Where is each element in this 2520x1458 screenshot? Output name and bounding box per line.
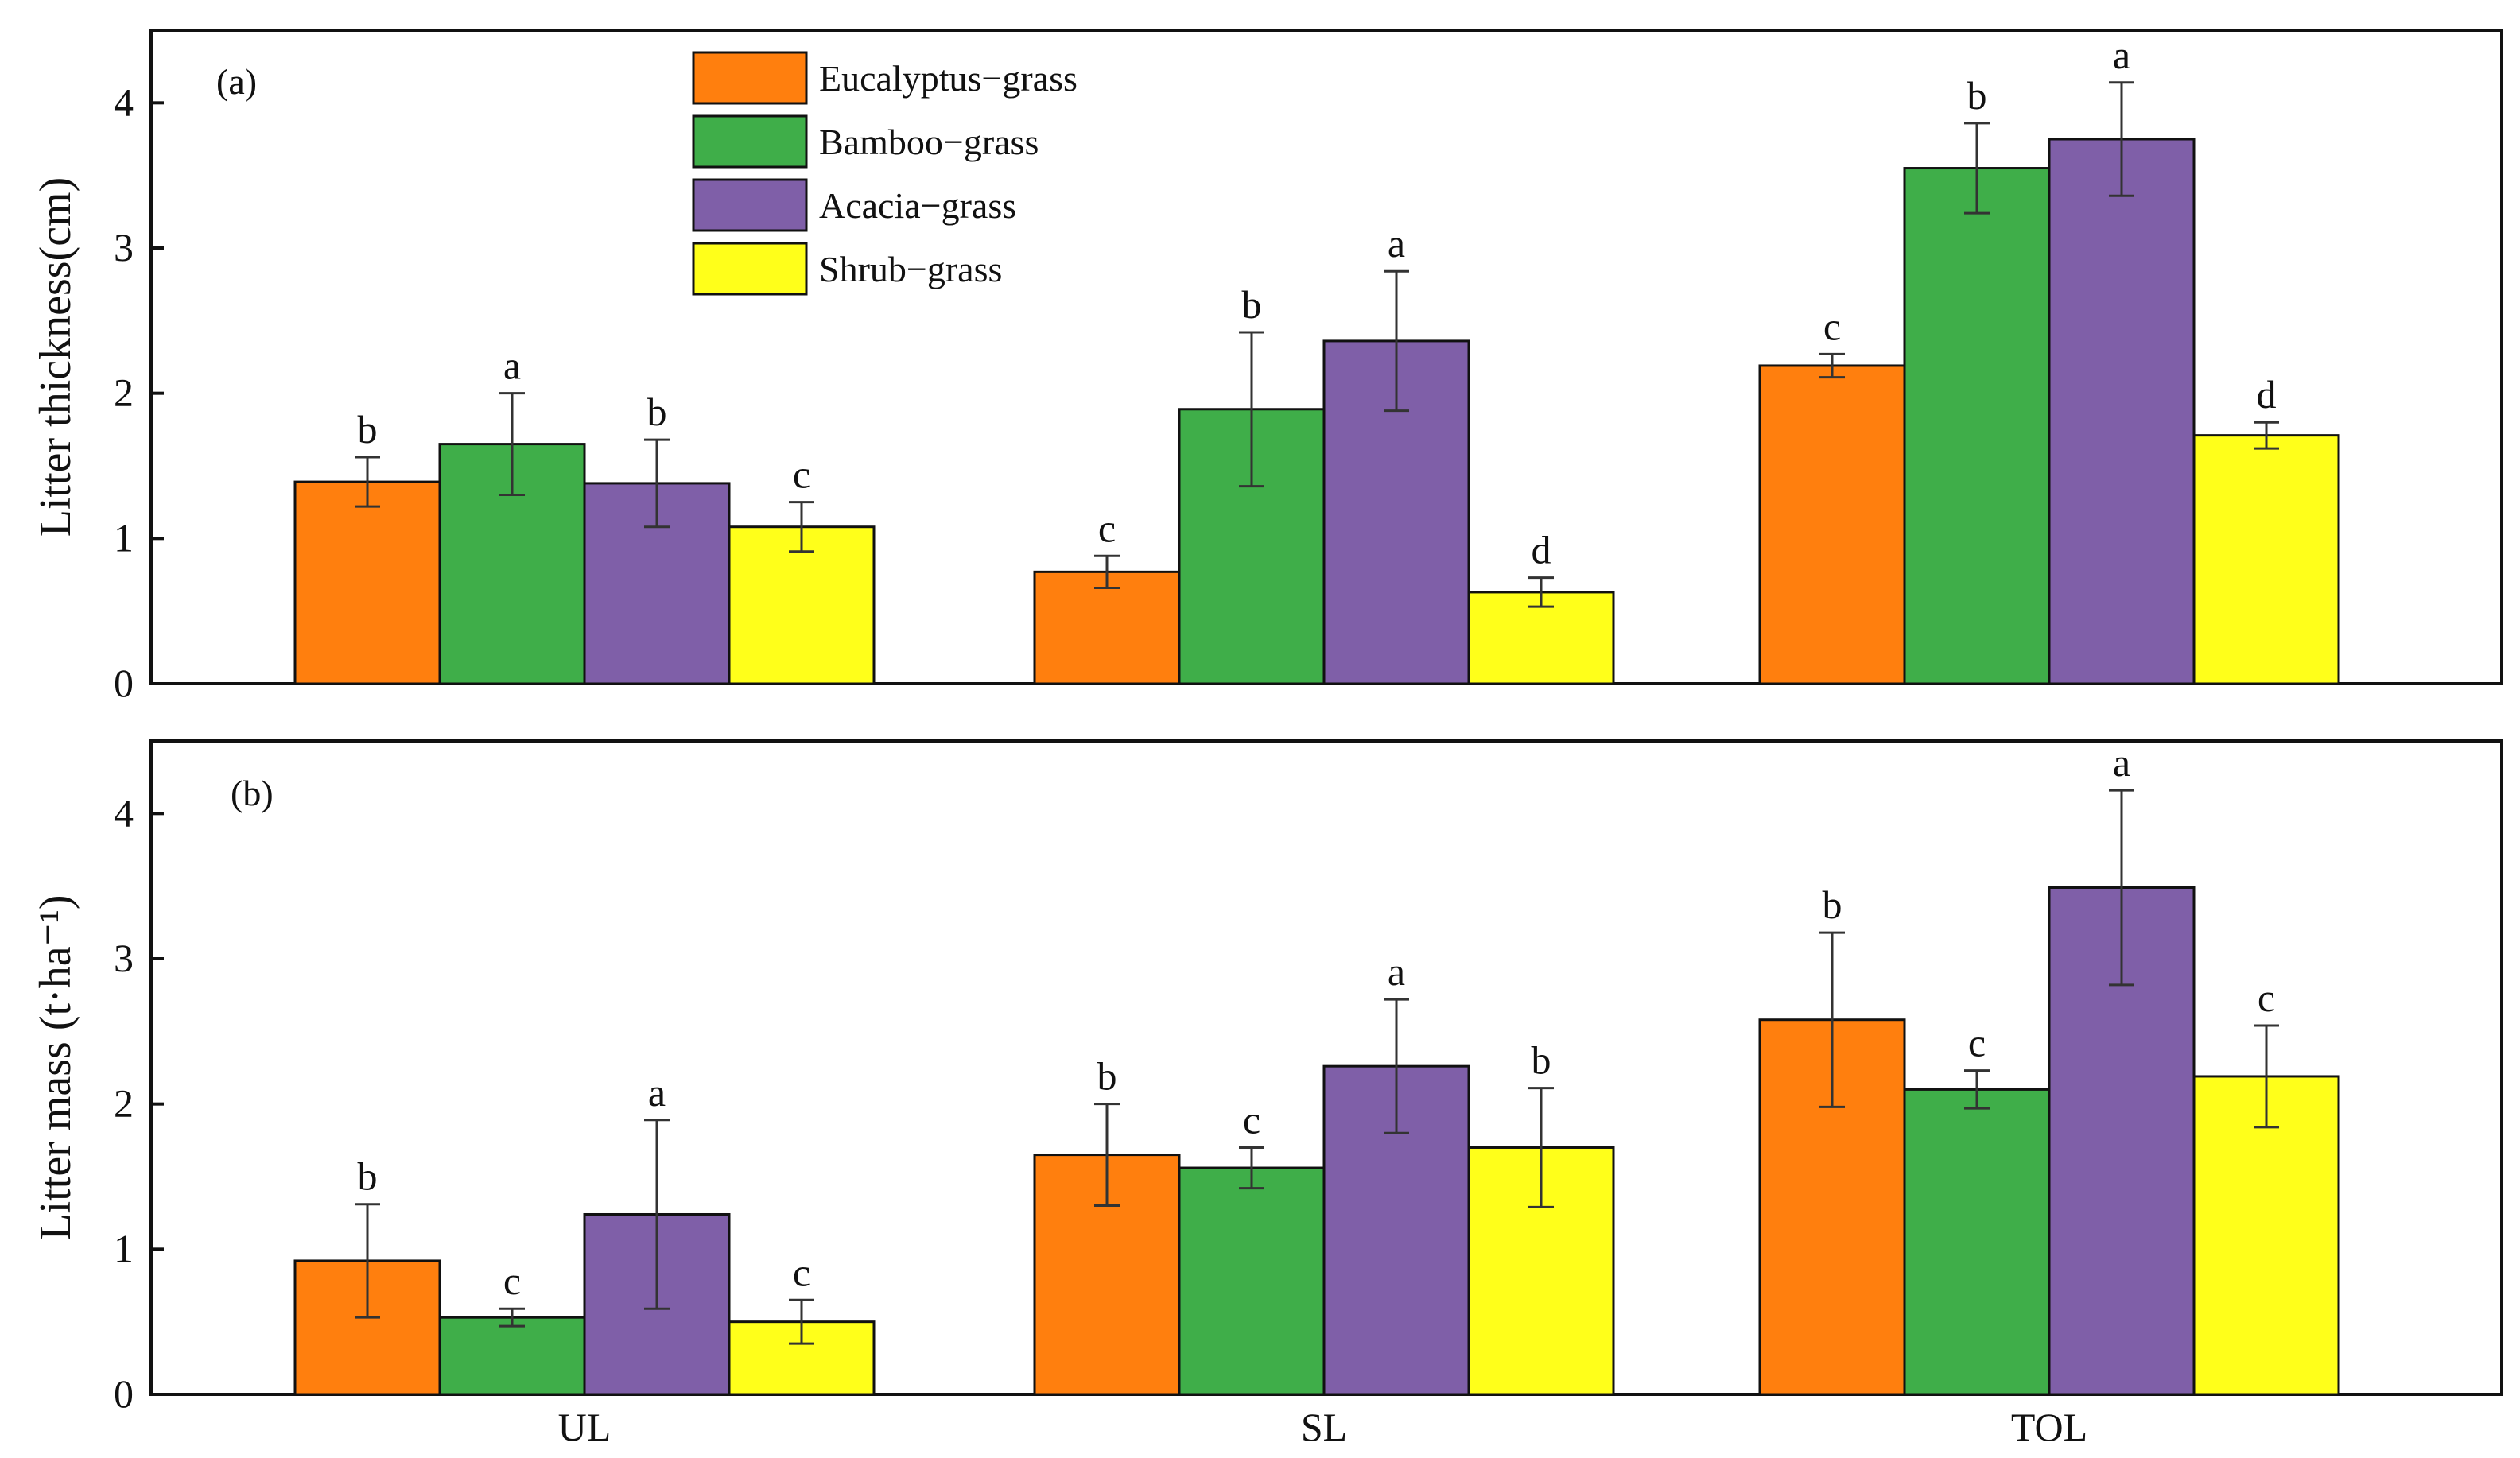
panel-b-errorbar-shrub-grass-ul (789, 1298, 814, 1345)
panel-a-bar-bamboo-grass-tol (1903, 167, 2051, 685)
panel-a-errorbar-bamboo-grass-ul (499, 392, 525, 497)
panel-b-ytick-label-2: 2 (114, 1081, 134, 1126)
panel-a-sig-letter-bamboo-grass-tol: b (1967, 73, 1987, 118)
panel-b-sig-letter-bamboo-grass-tol: c (1968, 1021, 1986, 1065)
panel-b-xtick-label-ul: UL (558, 1405, 612, 1449)
panel-a-bars: b c c a b b b a a c d d (293, 33, 2340, 685)
panel-b-label: (b) (231, 773, 274, 813)
panel-a-errorbar-shrub-grass-ul (789, 501, 814, 553)
panel-a-ytick-label-3: 3 (114, 225, 134, 269)
panel-a-sig-letter-shrub-grass-sl: d (1532, 528, 1551, 572)
panel-a-errorbar-acacia-grass-tol (2109, 81, 2134, 197)
panel-a-ytick-label-0: 0 (114, 661, 134, 705)
panel-b-errorbar-acacia-grass-tol (2109, 789, 2134, 987)
panel-b-bar-bamboo-grass-ul (438, 1316, 586, 1396)
panel-a-errorbar-acacia-grass-sl (1384, 269, 1409, 413)
panel-a-ytick-label-1: 1 (114, 515, 134, 560)
panel-b-ytick-label-3: 3 (114, 936, 134, 980)
panel-b-y-axis: 0 1 2 3 4 (114, 790, 164, 1416)
panel-a-bar-eucalyptus-grass-tol (1758, 364, 1906, 685)
panel-b-ytick-label-1: 1 (114, 1226, 134, 1270)
panel-a-bar-shrub-grass-ul (728, 525, 876, 685)
panel-a-sig-letter-eucalyptus-grass-tol: c (1823, 304, 1841, 348)
panel-a-sig-letter-shrub-grass-tol: d (2257, 372, 2277, 417)
panel-a-errorbar-eucalyptus-grass-tol (1819, 352, 1845, 379)
panel-b-bars: b b b c c c a a a c b c (293, 740, 2340, 1396)
panel-b-errorbar-acacia-grass-ul (644, 1119, 670, 1310)
panel-b-sig-letter-shrub-grass-ul: c (793, 1250, 810, 1294)
panel-a-sig-letter-eucalyptus-grass-ul: b (358, 407, 378, 452)
panel-b-sig-letter-eucalyptus-grass-tol: b (1823, 882, 1842, 927)
panel-b-errorbar-eucalyptus-grass-ul (355, 1203, 380, 1319)
legend-label-shrub: Shrub−grass (819, 249, 1002, 289)
panel-b-sig-letter-shrub-grass-tol: c (2258, 975, 2275, 1020)
panel-b-ytick-label-4: 4 (114, 790, 134, 835)
panel-a-bar-shrub-grass-tol (2192, 434, 2340, 685)
panel-a-bar-eucalyptus-grass-sl (1033, 570, 1181, 685)
panel-b-sig-letter-eucalyptus-grass-ul: b (358, 1154, 378, 1199)
panel-a-sig-letter-eucalyptus-grass-sl: c (1098, 506, 1116, 550)
panel-b-ylabel: Litter mass (t·ha⁻¹) (31, 894, 80, 1240)
panel-b-sig-letter-bamboo-grass-ul: c (503, 1258, 521, 1303)
panel-a-errorbar-eucalyptus-grass-sl (1094, 554, 1120, 589)
panel-b-errorbar-bamboo-grass-ul (499, 1307, 525, 1328)
panel-a-sig-letter-acacia-grass-tol: a (2113, 33, 2130, 77)
legend-label-acacia: Acacia−grass (819, 185, 1016, 226)
panel-a-errorbar-eucalyptus-grass-ul (355, 456, 380, 508)
panel-a-sig-letter-bamboo-grass-ul: a (503, 343, 521, 388)
panel-b-errorbar-bamboo-grass-sl (1239, 1146, 1264, 1190)
panel-b-sig-letter-shrub-grass-sl: b (1532, 1038, 1551, 1083)
panel-a-errorbar-bamboo-grass-tol (1964, 122, 1990, 215)
panel-b-xtick-label-tol: TOL (2011, 1405, 2087, 1449)
panel-a: (a) Litter thickness(cm) 0 1 2 3 4 b c c a b b b a a… (31, 29, 2503, 705)
panel-b-errorbar-shrub-grass-tol (2254, 1024, 2279, 1129)
panel-b-errorbar-eucalyptus-grass-sl (1094, 1103, 1120, 1208)
panel-a-errorbar-acacia-grass-ul (644, 438, 670, 529)
panel-a-errorbar-shrub-grass-sl (1528, 576, 1554, 608)
panel-b-ytick-label-0: 0 (114, 1371, 134, 1416)
panel-a-label: (a) (216, 61, 257, 102)
panel-b-bar-bamboo-grass-sl (1178, 1166, 1326, 1396)
panel-b-bar-shrub-grass-tol (2192, 1075, 2340, 1396)
panel-b-bar-bamboo-grass-tol (1903, 1088, 2051, 1396)
panel-a-ytick-label-4: 4 (114, 79, 134, 124)
panel-b-xtick-label-sl: SL (1301, 1405, 1347, 1449)
legend-swatch-shrub (692, 242, 808, 296)
panel-a-ytick-label-2: 2 (114, 370, 134, 415)
panel-b-sig-letter-acacia-grass-tol: a (2113, 740, 2130, 785)
panel-b-errorbar-shrub-grass-sl (1528, 1087, 1554, 1208)
panel-b-x-axis: UL SL TOL (558, 1405, 2087, 1449)
panel-b-sig-letter-acacia-grass-sl: a (1388, 949, 1405, 994)
panel-b: (b) Litter mass (t·ha⁻¹) 0 1 2 3 4 b b b c c c a a a… (31, 739, 2503, 1449)
panel-b-errorbar-bamboo-grass-tol (1964, 1069, 1990, 1110)
panel-b-errorbar-eucalyptus-grass-tol (1819, 931, 1845, 1108)
panel-b-sig-letter-acacia-grass-ul: a (648, 1070, 666, 1115)
panel-a-errorbar-shrub-grass-tol (2254, 421, 2279, 450)
panel-a-bar-eucalyptus-grass-ul (293, 480, 441, 685)
panel-a-sig-letter-acacia-grass-ul: b (647, 390, 667, 434)
panel-b-sig-letter-eucalyptus-grass-sl: b (1097, 1054, 1117, 1099)
legend: Eucalyptus−grass Bamboo−grass Acacia−gra… (692, 51, 1078, 296)
panel-b-errorbar-acacia-grass-sl (1384, 998, 1409, 1134)
panel-a-y-axis: 0 1 2 3 4 (114, 79, 164, 705)
legend-label-bamboo: Bamboo−grass (819, 122, 1039, 162)
legend-swatch-bamboo (692, 114, 808, 169)
legend-swatch-eucalyptus (692, 51, 808, 105)
panel-a-sig-letter-shrub-grass-ul: c (793, 452, 810, 497)
panel-a-errorbar-bamboo-grass-sl (1239, 331, 1264, 488)
panel-a-ylabel: Litter thickness(cm) (31, 177, 80, 537)
panel-a-sig-letter-bamboo-grass-sl: b (1242, 282, 1262, 327)
panel-b-sig-letter-bamboo-grass-sl: c (1243, 1097, 1260, 1142)
legend-label-eucalyptus: Eucalyptus−grass (819, 58, 1078, 99)
legend-swatch-acacia (692, 178, 808, 232)
panel-a-bar-acacia-grass-tol (2048, 138, 2196, 685)
panel-a-sig-letter-acacia-grass-sl: a (1388, 221, 1405, 266)
